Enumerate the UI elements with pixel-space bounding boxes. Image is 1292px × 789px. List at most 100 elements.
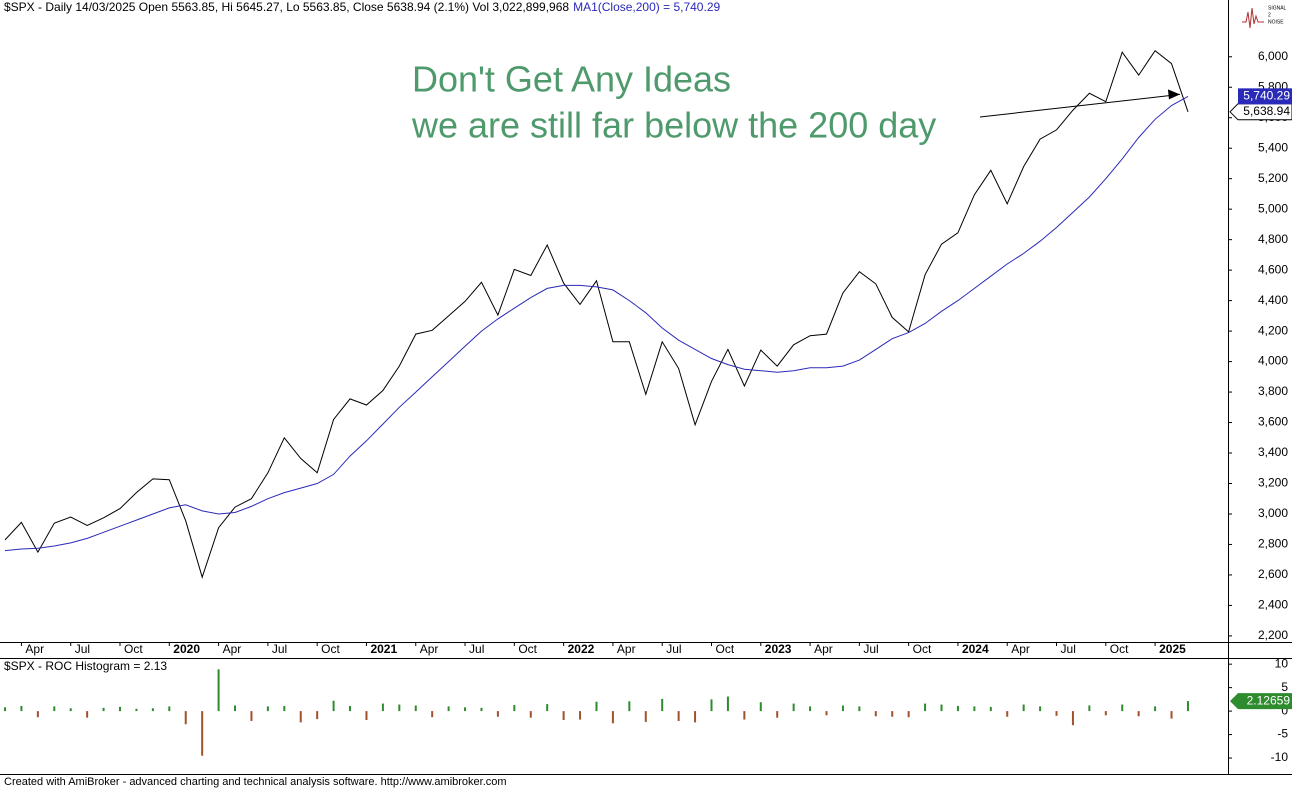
roc-bar [1006, 711, 1009, 717]
roc-bar [1170, 711, 1173, 719]
price-tag [1238, 88, 1292, 105]
roc-bar [644, 711, 647, 722]
x-tick-label: Oct [913, 642, 932, 656]
roc-bar [119, 706, 122, 712]
y-tick-label: 4,400 [1258, 293, 1288, 307]
roc-bar [414, 705, 417, 712]
roc-bar [1088, 705, 1091, 712]
x-tick-label: 2020 [173, 642, 200, 656]
roc-bar [1039, 706, 1042, 712]
roc-bar [1071, 711, 1074, 726]
y-tick-label: 10 [1275, 656, 1289, 670]
x-tick-label: Oct [715, 642, 734, 656]
x-tick-label: Oct [518, 642, 537, 656]
y-tick-label: 2,200 [1258, 628, 1288, 642]
roc-bar [201, 711, 204, 756]
roc-bar [1137, 711, 1140, 717]
roc-bar [365, 711, 368, 721]
roc-bar [299, 711, 302, 723]
roc-bar [316, 711, 319, 720]
roc-bar [858, 706, 861, 712]
roc-bar [611, 711, 614, 724]
roc-bar [135, 708, 138, 712]
annotation: Don't Get Any Ideas [412, 59, 731, 100]
roc-bar [1055, 711, 1058, 716]
x-tick-label: Jul [666, 642, 681, 656]
roc-bar [431, 711, 434, 718]
y-tick-label: 5,200 [1258, 171, 1288, 185]
roc-bar [36, 711, 39, 718]
roc-bar [283, 705, 286, 712]
x-tick-label: Apr [25, 642, 44, 656]
roc-bar [250, 711, 253, 721]
roc-tag-label: 2.12659 [1247, 693, 1291, 707]
roc-bar [595, 701, 598, 712]
annotation-arrowhead [1167, 89, 1180, 100]
y-tick-label: 3,800 [1258, 384, 1288, 398]
y-tick-label: 3,400 [1258, 445, 1288, 459]
price-line [4, 49, 1189, 579]
x-tick-label: Jul [469, 642, 484, 656]
roc-bar [20, 705, 23, 712]
roc-bar [924, 703, 927, 712]
roc-bar [1104, 711, 1107, 716]
roc-bar [234, 705, 237, 712]
roc-bar [726, 696, 729, 712]
x-tick-label: Jul [1061, 642, 1076, 656]
roc-bar [809, 706, 812, 712]
roc-bar [168, 706, 171, 712]
y-tick-label: 6,000 [1258, 49, 1288, 63]
x-tick-label: Oct [1110, 642, 1129, 656]
y-tick-label: 5,400 [1258, 140, 1288, 154]
roc-bar [398, 704, 401, 712]
roc-bar [1154, 706, 1157, 712]
roc-bar [184, 711, 187, 725]
roc-bar [529, 711, 532, 718]
roc-bar [53, 706, 56, 712]
roc-bar [891, 711, 894, 717]
roc-bar [562, 711, 565, 721]
roc-bar [1022, 704, 1025, 712]
chart-header: $SPX - Daily 14/03/2025 Open 5563.85, Hi… [4, 0, 569, 14]
y-tick-label: 3,600 [1258, 415, 1288, 429]
logo-text: NOISE [1268, 19, 1284, 25]
roc-bar [217, 669, 220, 712]
roc-bar [940, 704, 943, 712]
panel-title: $SPX - ROC Histogram = 2.13 [4, 659, 167, 673]
roc-bar [825, 711, 828, 716]
y-tick-label: -5 [1277, 727, 1288, 741]
roc-bar [86, 711, 89, 718]
price-tag-label: 5,740.29 [1243, 89, 1290, 103]
roc-bar [743, 711, 746, 720]
x-tick-label: Apr [420, 642, 439, 656]
footer: Created with AmiBroker - advanced charti… [4, 776, 507, 788]
roc-bar [4, 707, 6, 712]
roc-bar [661, 698, 664, 712]
x-tick-label: 2025 [1159, 642, 1186, 656]
y-tick-label: 4,600 [1258, 262, 1288, 276]
roc-bar [513, 705, 516, 712]
ma-line [4, 95, 1189, 552]
roc-bar [973, 706, 976, 712]
x-tick-label: 2021 [370, 642, 397, 656]
x-tick-label: Jul [272, 642, 287, 656]
x-tick-label: Oct [321, 642, 340, 656]
roc-bar [759, 702, 762, 712]
x-tick-label: Apr [617, 642, 636, 656]
roc-bar [266, 706, 269, 712]
roc-bar [579, 711, 582, 720]
y-tick-label: 2,800 [1258, 537, 1288, 551]
logo-icon [1242, 7, 1264, 29]
x-tick-label: Oct [124, 642, 143, 656]
y-tick-label: 5 [1281, 680, 1288, 694]
roc-bar [332, 700, 335, 712]
logo-text: 2 [1268, 12, 1271, 18]
annotation: we are still far below the 200 day [411, 105, 936, 146]
x-tick-label: Jul [75, 642, 90, 656]
price-tag-label: 5,638.94 [1243, 104, 1290, 118]
x-tick-label: 2024 [962, 642, 989, 656]
y-tick-label: -10 [1271, 750, 1289, 764]
y-tick-label: 2,600 [1258, 567, 1288, 581]
x-tick-label: Apr [1011, 642, 1030, 656]
